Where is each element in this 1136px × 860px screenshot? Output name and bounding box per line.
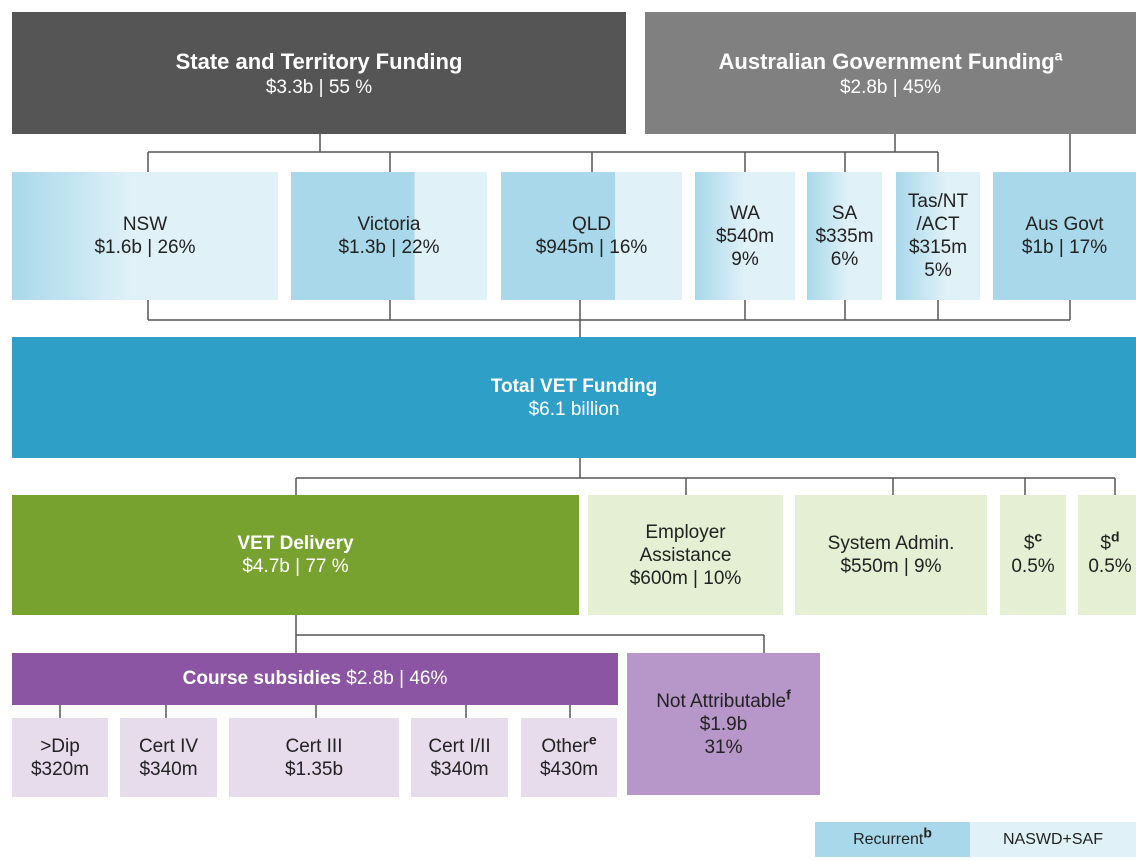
title: Australian Government Fundinga — [719, 48, 1063, 76]
sup: a — [1054, 47, 1063, 64]
name: >Dip — [40, 735, 80, 757]
jur-ausgov: Aus Govt $1b | 17% — [993, 172, 1136, 300]
sup: b — [923, 824, 932, 841]
text: Recurrent — [853, 831, 924, 848]
aus-gov-funding: Australian Government Fundinga $2.8b | 4… — [645, 12, 1136, 134]
line: $945m | 16% — [535, 237, 648, 258]
label: $c — [1023, 528, 1043, 555]
amount: $2.8b | 45% — [839, 76, 942, 98]
course: Cert III $1.35b — [229, 718, 399, 797]
jur-vic: Victoria $1.3b | 22% — [291, 172, 487, 300]
course: Cert IV $340m — [120, 718, 217, 797]
amount: $320m — [30, 758, 90, 780]
jur-wa: WA $540m 9% — [695, 172, 795, 300]
line: $550m | 9% — [840, 556, 942, 577]
title: VET Delivery — [237, 533, 354, 554]
amount: $6.1 billion — [528, 398, 620, 420]
name: Cert IV — [138, 735, 199, 757]
name: Othere — [541, 732, 596, 758]
label: Recurrentb — [853, 824, 932, 851]
amount: $430m — [539, 758, 599, 780]
use-d: $d 0.5% — [1078, 495, 1136, 615]
amount: 0.5% — [1088, 556, 1132, 577]
amount: $340m — [430, 758, 489, 780]
amount: 0.5% — [1011, 556, 1055, 577]
amount: $4.7b | 77 % — [242, 556, 349, 577]
line: NSW — [122, 214, 168, 235]
text: $ — [1100, 533, 1111, 554]
amount: $1.35b — [284, 758, 344, 780]
title: Not Attributablef — [656, 687, 791, 713]
jur-qld: QLD $945m | 16% — [501, 172, 682, 300]
name: Cert III — [285, 735, 343, 757]
course: Othere $430m — [521, 718, 617, 797]
name: Cert I/II — [428, 735, 491, 757]
line: 5% — [924, 260, 952, 281]
text: $ — [1023, 533, 1035, 554]
sup: d — [1111, 528, 1120, 545]
system-admin: System Admin. $550m | 9% — [795, 495, 987, 615]
title: Total VET Funding — [490, 375, 658, 397]
line: Victoria — [357, 214, 421, 235]
title: State and Territory Funding — [175, 48, 463, 74]
label: NASWD+SAF — [1002, 831, 1103, 848]
total: Total VET Funding $6.1 billion — [12, 337, 1136, 458]
line: $335m — [815, 225, 874, 247]
title: Course subsidies — [182, 668, 342, 689]
line: 6% — [830, 248, 859, 270]
line: $600m | 10% — [629, 567, 742, 589]
line: $1.6b | 26% — [94, 237, 196, 258]
line: $1b | 17% — [1021, 237, 1108, 258]
state-funding: State and Territory Funding $3.3b | 55 % — [12, 12, 626, 134]
share: 31% — [704, 736, 743, 758]
line: QLD — [571, 214, 612, 235]
text: Not Attributable — [656, 690, 787, 712]
amount: $340m — [139, 758, 198, 780]
line: $315m — [908, 237, 968, 258]
line: System Admin. — [827, 533, 955, 554]
legend-recurrent: Recurrentb — [815, 822, 970, 857]
line: Employer — [645, 521, 726, 543]
line: 9% — [731, 248, 759, 270]
course-subsidies: Course subsidies $2.8b | 46% — [12, 653, 618, 705]
sup: e — [588, 731, 597, 748]
amount: $1.9b — [699, 713, 748, 735]
text: Other — [541, 735, 589, 757]
jur-tas: Tas/NT/ACT $315m 5% — [896, 172, 980, 300]
amount: $2.8b | 46% — [346, 668, 448, 689]
legend-naswd: NASWD+SAF — [970, 822, 1136, 857]
amount: $3.3b | 55 % — [265, 76, 373, 98]
line: $540m — [715, 225, 775, 247]
jur-nsw: NSW $1.6b | 26% — [12, 172, 278, 300]
sup: c — [1034, 528, 1043, 545]
line: Aus Govt — [1025, 214, 1104, 235]
text: Australian Government Funding — [718, 48, 1055, 74]
line: Assistance — [639, 544, 732, 566]
line: SA — [831, 202, 858, 224]
line: $1.3b | 22% — [338, 237, 440, 258]
label: $d — [1100, 528, 1120, 555]
line: Tas/NT — [907, 191, 969, 212]
sup: f — [786, 686, 791, 703]
line: WA — [730, 202, 760, 224]
not-attributable: Not Attributablef $1.9b 31% — [627, 653, 820, 795]
line: /ACT — [916, 214, 960, 235]
employer-assistance: Employer Assistance $600m | 10% — [588, 495, 783, 615]
jur-sa: SA $335m 6% — [807, 172, 882, 300]
use-c: $c 0.5% — [1000, 495, 1066, 615]
course: >Dip $320m — [12, 718, 108, 797]
course: Cert I/II $340m — [411, 718, 508, 797]
vet-delivery: VET Delivery $4.7b | 77 % — [12, 495, 579, 615]
